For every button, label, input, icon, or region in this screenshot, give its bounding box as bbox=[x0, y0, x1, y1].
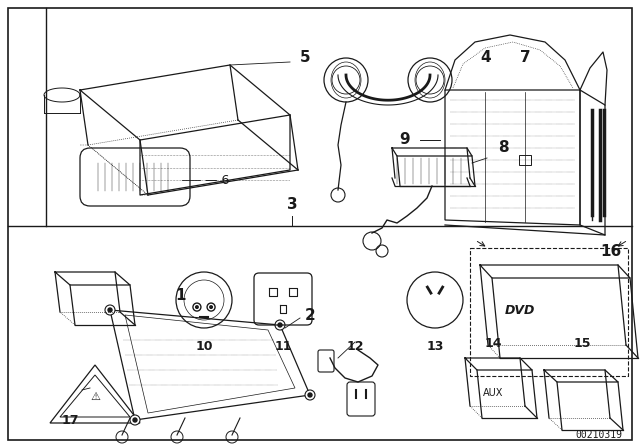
Circle shape bbox=[275, 320, 285, 330]
Text: ⚠: ⚠ bbox=[90, 392, 100, 402]
Text: 5: 5 bbox=[300, 51, 310, 65]
Circle shape bbox=[105, 305, 115, 315]
Circle shape bbox=[108, 308, 112, 312]
Circle shape bbox=[305, 390, 315, 400]
Text: 2: 2 bbox=[305, 307, 316, 323]
Text: 00210319: 00210319 bbox=[575, 430, 622, 440]
Bar bbox=[519, 155, 531, 165]
Circle shape bbox=[278, 323, 282, 327]
Text: 10: 10 bbox=[195, 340, 212, 353]
Text: 15: 15 bbox=[573, 337, 591, 350]
Circle shape bbox=[209, 305, 213, 309]
Text: 7: 7 bbox=[520, 51, 531, 65]
Text: 12: 12 bbox=[346, 340, 364, 353]
Text: 8: 8 bbox=[498, 141, 509, 155]
Bar bbox=[470, 248, 628, 376]
Circle shape bbox=[133, 418, 137, 422]
Text: 16: 16 bbox=[600, 245, 621, 259]
Text: 9: 9 bbox=[399, 133, 410, 147]
Text: 4: 4 bbox=[480, 51, 491, 65]
Circle shape bbox=[308, 393, 312, 397]
Text: — 6: — 6 bbox=[205, 173, 229, 186]
Text: 13: 13 bbox=[426, 340, 444, 353]
Circle shape bbox=[207, 303, 215, 311]
Circle shape bbox=[130, 415, 140, 425]
Text: 17: 17 bbox=[61, 414, 79, 426]
Text: 14: 14 bbox=[484, 337, 502, 350]
Text: DVD: DVD bbox=[505, 303, 535, 316]
Circle shape bbox=[195, 305, 199, 309]
Text: AUX: AUX bbox=[483, 388, 503, 398]
Text: 11: 11 bbox=[275, 340, 292, 353]
Text: 1: 1 bbox=[175, 289, 186, 303]
Circle shape bbox=[193, 303, 201, 311]
Text: 3: 3 bbox=[287, 197, 298, 212]
